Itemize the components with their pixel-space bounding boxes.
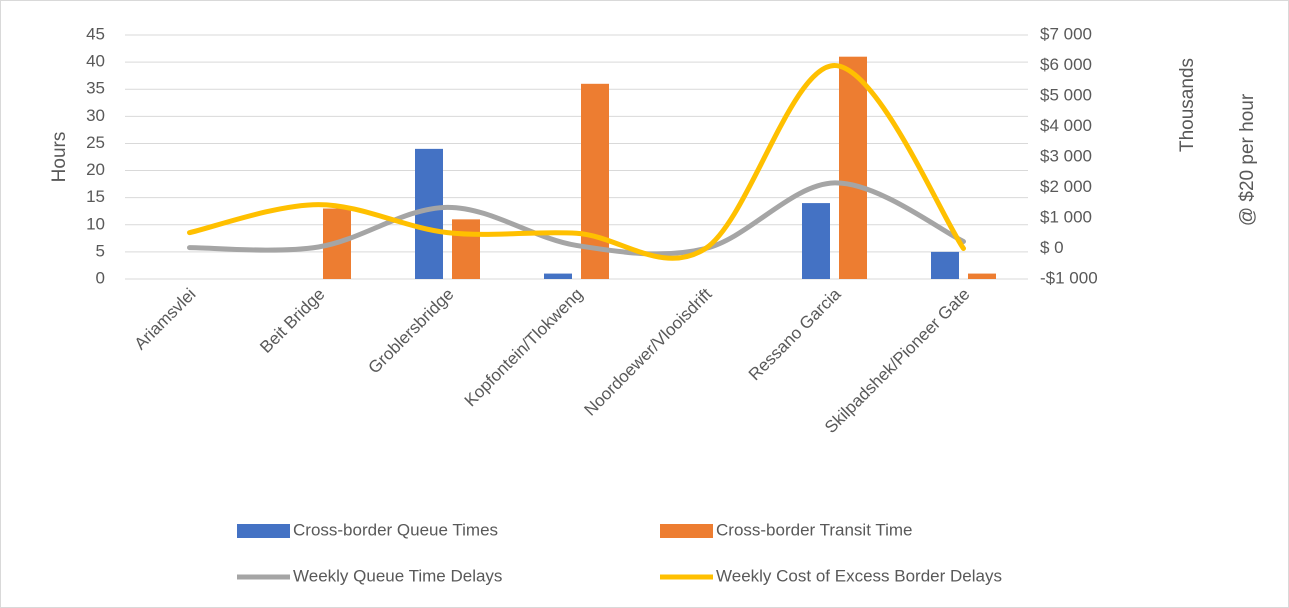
y2-tick-label: $1 000 [1040, 207, 1092, 226]
legend-swatch [237, 524, 290, 538]
y-tick-label: 40 [86, 52, 105, 71]
legend-label: Weekly Cost of Excess Border Delays [716, 566, 1002, 585]
bar [931, 251, 959, 279]
y2-tick-label: $4 000 [1040, 116, 1092, 135]
y2-tick-label: $6 000 [1040, 55, 1092, 74]
y2-tick-label: -$1 000 [1040, 268, 1098, 287]
y-tick-label: 25 [86, 133, 105, 152]
bar [839, 56, 867, 279]
y-tick-label: 0 [96, 268, 105, 287]
bar [452, 219, 480, 279]
legend-swatch [660, 524, 713, 538]
y-tick-label: 5 [96, 241, 105, 260]
legend-label: Cross-border Queue Times [293, 520, 498, 539]
y-tick-label: 20 [86, 160, 105, 179]
line [187, 180, 966, 257]
y2-axis-title: @ $20 per hour [1237, 93, 1258, 226]
y2-units-label: Thousands [1177, 58, 1198, 152]
y-tick-label: 30 [86, 106, 105, 125]
bar [802, 203, 830, 279]
line [187, 62, 966, 261]
y2-tick-label: $5 000 [1040, 85, 1092, 104]
y2-tick-label: $3 000 [1040, 146, 1092, 165]
y2-tick-label: $ 0 [1040, 238, 1064, 257]
y2-tick-label: $7 000 [1040, 24, 1092, 43]
bar [968, 273, 996, 279]
y2-tick-label: $2 000 [1040, 177, 1092, 196]
bar [544, 273, 572, 279]
y-tick-label: 10 [86, 214, 105, 233]
y-axis-title: Hours [49, 132, 70, 183]
y-tick-label: 35 [86, 79, 105, 98]
y-tick-label: 45 [86, 24, 105, 43]
legend-label: Cross-border Transit Time [716, 520, 913, 539]
legend-label: Weekly Queue Time Delays [293, 566, 502, 585]
y-tick-label: 15 [86, 187, 105, 206]
